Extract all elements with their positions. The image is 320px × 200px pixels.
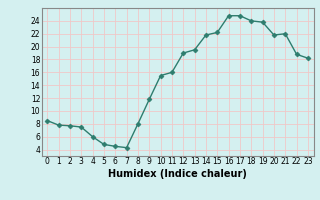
X-axis label: Humidex (Indice chaleur): Humidex (Indice chaleur) [108, 169, 247, 179]
